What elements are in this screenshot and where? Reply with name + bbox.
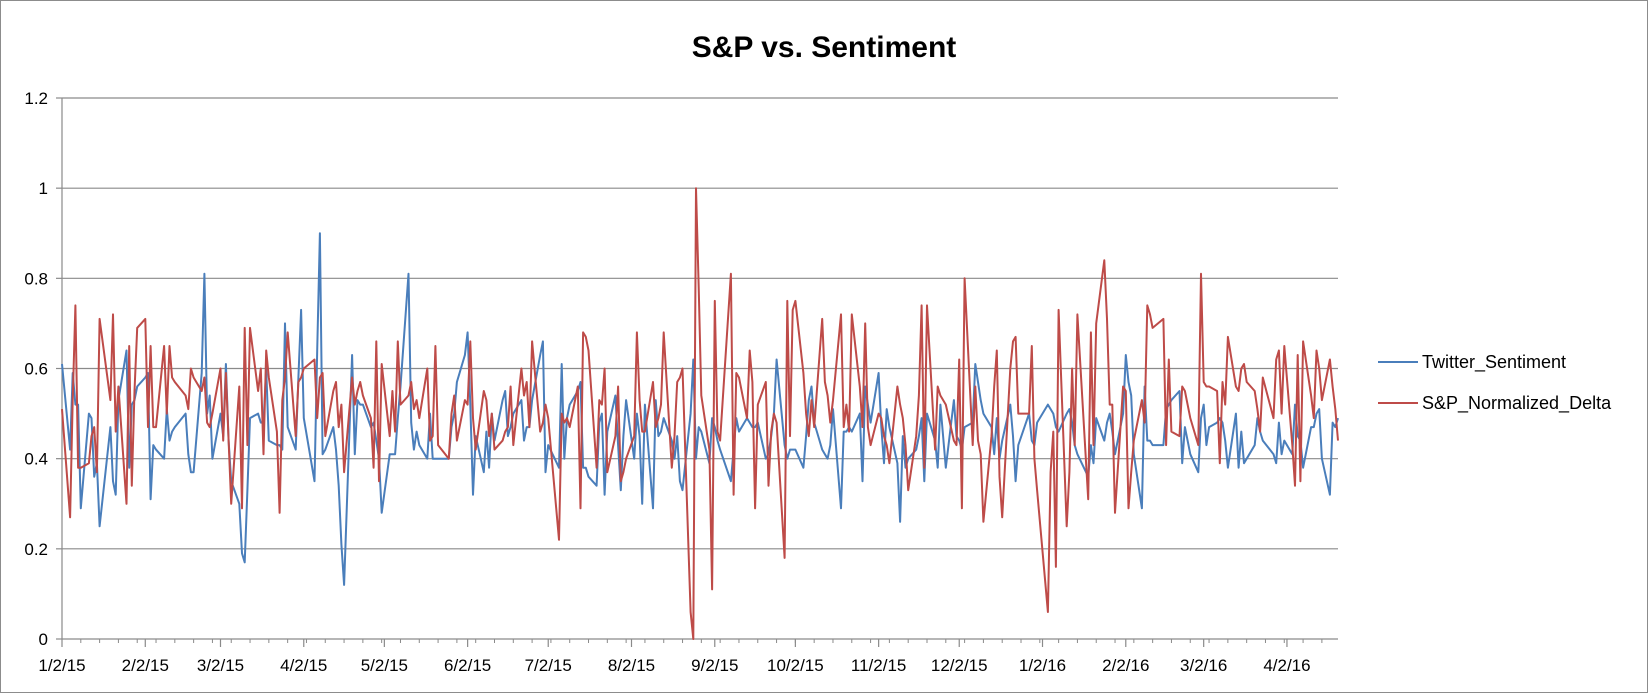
legend: Twitter_Sentiment S&P_Normalized_Delta bbox=[1378, 352, 1612, 414]
x-tick-label: 1/2/15 bbox=[38, 656, 85, 675]
x-tick-label: 5/2/15 bbox=[361, 656, 408, 675]
x-tick-label: 8/2/15 bbox=[608, 656, 655, 675]
x-tick-label: 4/2/15 bbox=[280, 656, 327, 675]
y-tick-label: 1.2 bbox=[24, 89, 48, 108]
y-tick-label: 0.4 bbox=[24, 450, 48, 469]
y-tick-label: 0.6 bbox=[24, 360, 48, 379]
series-line-s-p-normalized-delta bbox=[61, 187, 1339, 640]
y-tick-label: 0.2 bbox=[24, 540, 48, 559]
x-tick-label: 7/2/15 bbox=[525, 656, 572, 675]
x-tick-label: 3/2/15 bbox=[197, 656, 244, 675]
y-tick-label: 0 bbox=[39, 630, 48, 649]
chart-title: S&P vs. Sentiment bbox=[692, 31, 957, 64]
x-tick-label: 2/2/16 bbox=[1102, 656, 1149, 675]
x-tick-label: 9/2/15 bbox=[691, 656, 738, 675]
series-line-twitter-sentiment bbox=[61, 232, 1339, 586]
x-tick-label: 11/2/15 bbox=[851, 656, 906, 675]
y-tick-label: 0.8 bbox=[24, 269, 48, 288]
x-tick-label: 3/2/16 bbox=[1180, 656, 1227, 675]
legend-label: Twitter_Sentiment bbox=[1422, 352, 1566, 373]
series-lines bbox=[61, 187, 1339, 640]
x-tick-label: 4/2/16 bbox=[1263, 656, 1310, 675]
x-tick-label: 10/2/15 bbox=[767, 656, 824, 675]
x-tick-label: 2/2/15 bbox=[122, 656, 169, 675]
legend-label: S&P_Normalized_Delta bbox=[1422, 393, 1612, 414]
axes: 0 0.2 0.4 0.6 0.8 1 1.2 1/2/15 2/2/15 3/2/15 4/2/1… bbox=[24, 89, 1338, 675]
x-tick-label: 12/2/15 bbox=[931, 656, 988, 675]
x-tick-label: 1/2/16 bbox=[1019, 656, 1066, 675]
x-tick-label: 6/2/15 bbox=[444, 656, 491, 675]
y-tick-label: 1 bbox=[39, 179, 48, 198]
